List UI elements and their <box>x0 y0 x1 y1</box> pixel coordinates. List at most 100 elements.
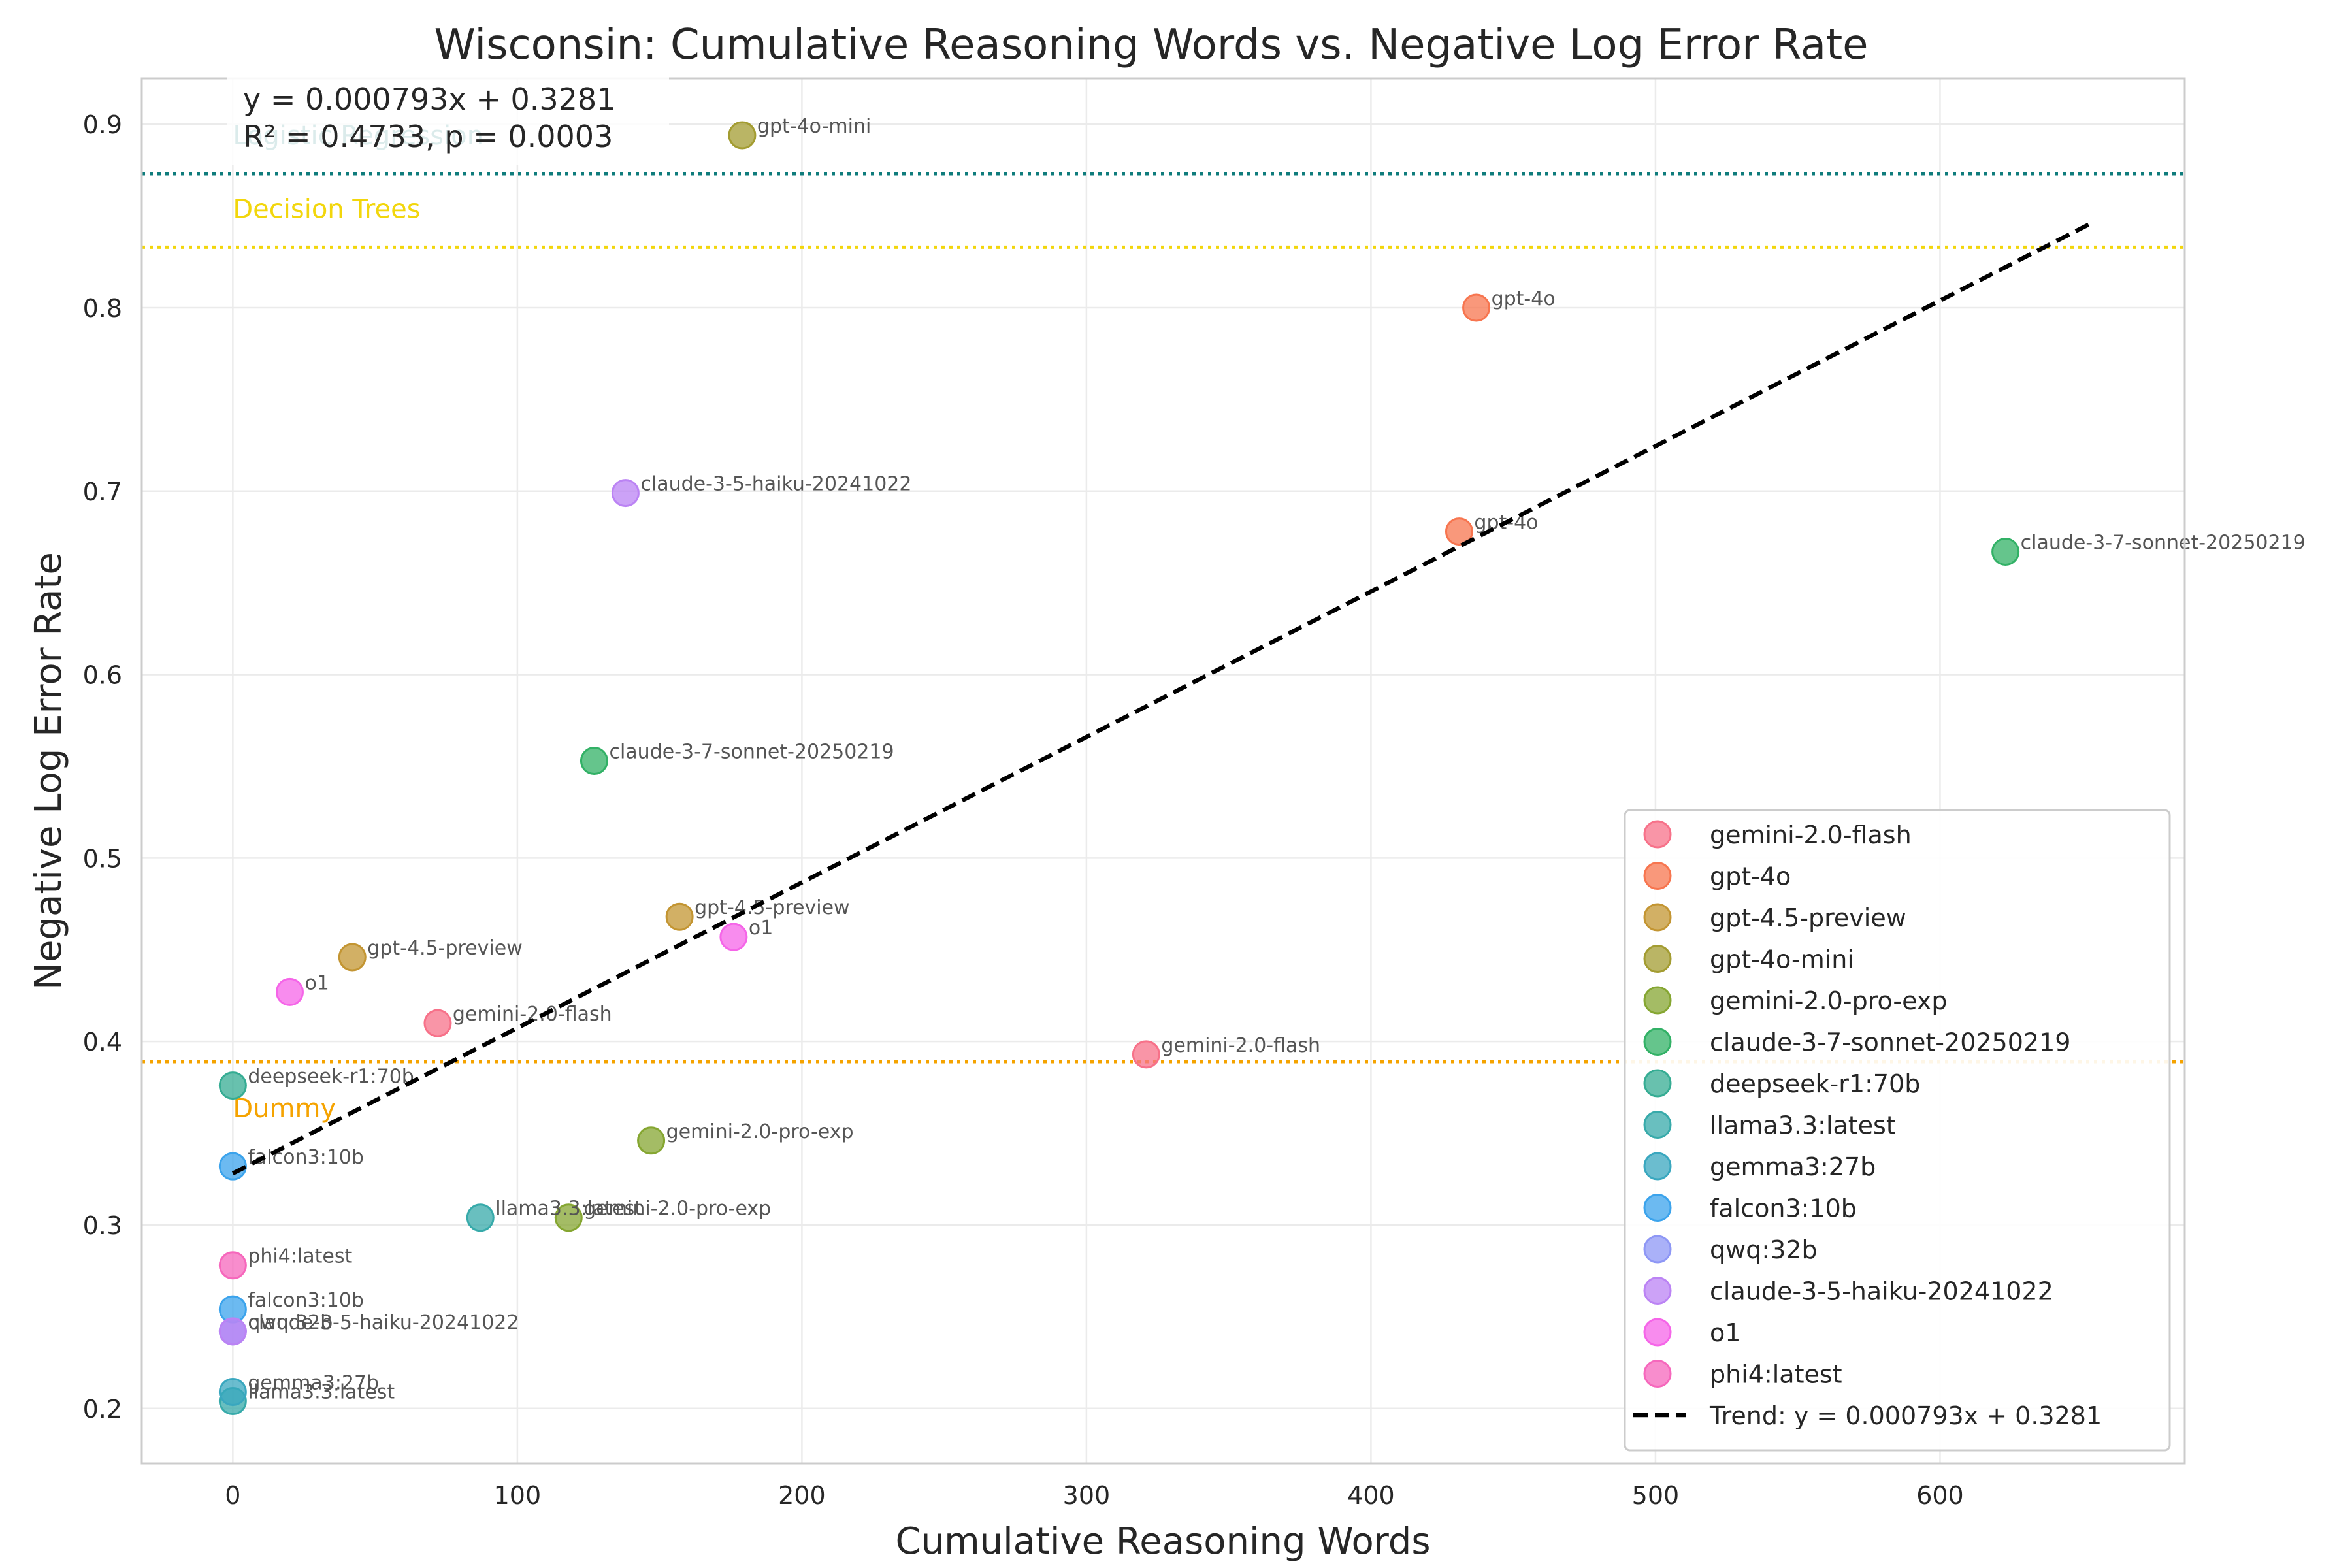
legend-frame <box>1624 809 2171 1452</box>
point-label: o1 <box>749 917 773 939</box>
x-axis-ticks: 0 100 200 300 400 500 600 <box>225 1481 1963 1510</box>
data-point <box>719 923 748 951</box>
data-point <box>1445 517 1473 546</box>
point-label: gpt-4.5-preview <box>367 937 522 960</box>
y-tick-label: 0.9 <box>83 110 122 139</box>
point-label: llama3.3:latest <box>495 1198 642 1220</box>
data-point <box>637 1126 666 1155</box>
point-labels: gemini-2.0-flash gemini-2.0-flash gpt-4o gp… <box>248 115 2305 1403</box>
legend-marker <box>1643 903 1672 932</box>
legend-label: deepseek-r1:70b <box>1710 1070 1920 1098</box>
legend-label: gemini-2.0-pro-exp <box>1710 987 1947 1015</box>
plot-frame <box>140 77 2186 1465</box>
legend-marker <box>1643 1360 1672 1388</box>
scatter-points <box>218 121 2020 1416</box>
x-tick-label: 400 <box>1347 1481 1395 1510</box>
y-axis-ticks: 0.2 0.3 0.4 0.5 0.6 0.7 0.8 0.9 <box>83 110 122 1424</box>
legend-marker <box>1643 1028 1672 1056</box>
legend-label: o1 <box>1710 1318 1740 1347</box>
legend-label: gemma3:27b <box>1710 1152 1876 1181</box>
data-point <box>1132 1040 1160 1069</box>
x-tick-label: 100 <box>494 1481 542 1510</box>
y-tick-label: 0.2 <box>83 1395 122 1424</box>
point-label: gemini-2.0-pro-exp <box>666 1120 854 1143</box>
regression-equation: y = 0.000793x + 0.3281 <box>243 82 615 117</box>
baseline-label: Decision Trees <box>233 194 420 224</box>
data-point <box>665 902 694 931</box>
baseline-label: Dummy <box>233 1094 336 1124</box>
legend-marker <box>1643 1318 1672 1347</box>
legend-marker <box>1643 986 1672 1015</box>
y-axis-label: Negative Log Error Rate <box>27 552 70 990</box>
point-label: claude-3-7-sonnet-20250219 <box>2021 531 2306 554</box>
data-point <box>423 1009 452 1037</box>
point-label: gemini-2.0-flash <box>1161 1034 1320 1057</box>
legend-marker <box>1643 1235 1672 1264</box>
y-tick-label: 0.4 <box>83 1028 122 1056</box>
legend-label: gpt-4o <box>1710 862 1791 891</box>
legend-marker <box>1643 945 1672 973</box>
data-point <box>611 479 640 508</box>
data-point <box>1991 537 2020 566</box>
legend-label: phi4:latest <box>1710 1360 1842 1389</box>
legend-marker <box>1643 1194 1672 1222</box>
point-label: llama3.3:latest <box>248 1381 395 1404</box>
point-label: falcon3:10b <box>248 1146 364 1169</box>
data-point <box>554 1203 583 1232</box>
x-tick-label: 600 <box>1916 1481 1964 1510</box>
x-tick-label: 300 <box>1063 1481 1111 1510</box>
point-label: gpt-4o <box>1492 287 1556 310</box>
legend-marker <box>1643 1152 1672 1181</box>
y-tick-label: 0.5 <box>83 844 122 873</box>
legend-marker <box>1643 820 1672 849</box>
point-label: deepseek-r1:70b <box>248 1066 414 1088</box>
point-label: falcon3:10b <box>248 1289 364 1312</box>
data-point <box>466 1203 495 1232</box>
chart-title: Wisconsin: Cumulative Reasoning Words vs… <box>434 21 1868 69</box>
legend-marker <box>1643 1069 1672 1098</box>
legend-label: falcon3:10b <box>1710 1194 1857 1223</box>
y-tick-label: 0.8 <box>83 294 122 323</box>
data-point <box>218 1377 247 1406</box>
data-point <box>218 1152 247 1181</box>
x-tick-label: 0 <box>225 1481 240 1510</box>
data-point <box>580 747 608 776</box>
point-label: gpt-4.5-preview <box>694 896 849 919</box>
point-label: claude-3-7-sonnet-20250219 <box>609 741 894 764</box>
regression-r2-p: R² = 0.4733, p = 0.0003 <box>243 119 613 154</box>
legend-label: gemini-2.0-flash <box>1710 821 1912 849</box>
point-label: gemma3:27b <box>248 1371 379 1394</box>
data-point <box>728 121 757 150</box>
x-tick-label: 500 <box>1632 1481 1680 1510</box>
point-label: gpt-4o-mini <box>757 115 871 138</box>
point-label: claude-3-5-haiku-20241022 <box>248 1311 519 1334</box>
x-axis-label: Cumulative Reasoning Words <box>895 1520 1430 1563</box>
trend-line-group <box>231 221 2092 1175</box>
legend-label: gpt-4.5-preview <box>1710 904 1906 932</box>
regression-stats-box: y = 0.000793x + 0.3281 R² = 0.4733, p = … <box>227 72 669 165</box>
legend: gemini-2.0-flash gpt-4o gpt-4.5-preview gpt… <box>1624 809 2171 1452</box>
point-label: claude-3-5-haiku-20241022 <box>640 473 911 496</box>
legend-label: qwq:32b <box>1710 1235 1818 1264</box>
data-point <box>275 977 304 1006</box>
point-label: o1 <box>304 972 329 994</box>
data-point <box>218 1317 247 1346</box>
legend-label: Trend: y = 0.000793x + 0.3281 <box>1709 1401 2102 1430</box>
data-point <box>338 943 367 972</box>
data-point <box>1462 293 1491 322</box>
legend-marker <box>1643 1277 1672 1305</box>
legend-label: llama3.3:latest <box>1710 1111 1896 1140</box>
x-tick-label: 200 <box>778 1481 826 1510</box>
point-label: gemini-2.0-pro-exp <box>583 1198 771 1220</box>
y-tick-label: 0.3 <box>83 1211 122 1240</box>
legend-label: gpt-4o-mini <box>1710 945 1854 974</box>
point-label: phi4:latest <box>248 1245 352 1268</box>
legend-label: claude-3-7-sonnet-20250219 <box>1710 1028 2070 1057</box>
legend-marker <box>1643 1111 1672 1139</box>
y-tick-label: 0.7 <box>83 478 122 506</box>
legend-marker <box>1643 862 1672 890</box>
point-label: qwq:32b <box>248 1311 333 1334</box>
data-point <box>218 1071 247 1100</box>
data-point <box>218 1251 247 1280</box>
